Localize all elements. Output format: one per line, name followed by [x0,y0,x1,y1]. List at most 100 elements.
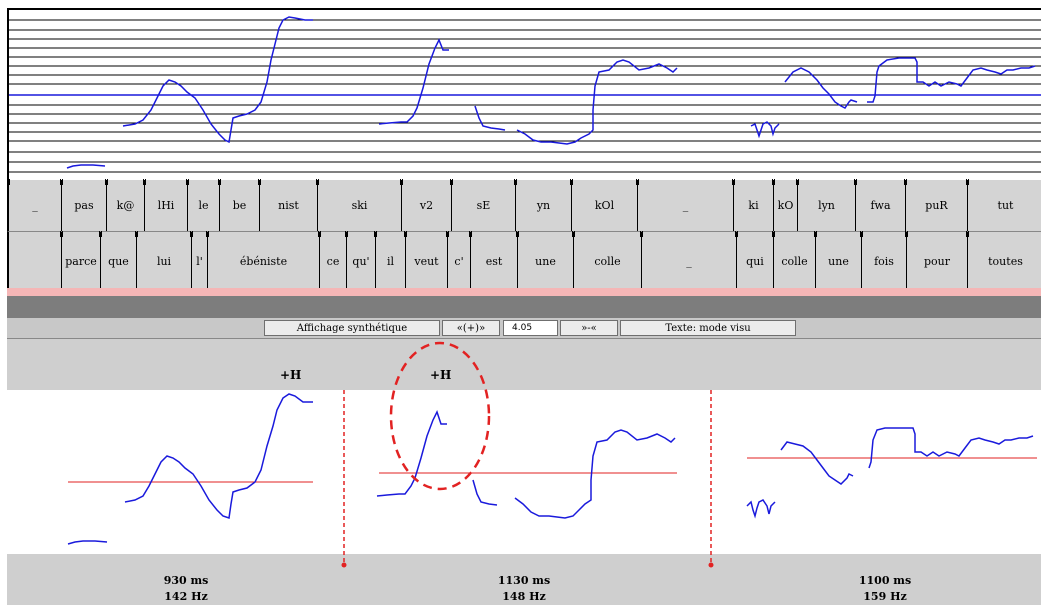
phoneme-label: fwa [870,199,891,212]
phoneme-segment[interactable]: be [218,179,259,231]
word-segment[interactable]: ce [318,231,346,288]
segment-duration: 1100 ms [858,574,912,587]
phoneme-segment[interactable]: puR [904,179,967,231]
segment-pitch: 142 Hz [164,590,208,603]
toolbar: Affichage synthétique «(+)» 4.05 »-« Tex… [7,318,1041,339]
selection-strip [7,288,1041,296]
word-segment[interactable]: parce [60,231,100,288]
word-label: ce [326,254,340,268]
segment-duration: 930 ms [163,574,209,587]
phoneme-label: yn [536,199,551,212]
phoneme-label: tut [997,199,1014,212]
word-segment[interactable]: est [469,231,517,288]
phoneme-label: puR [925,199,948,212]
word-label: est [485,254,503,268]
phoneme-segment[interactable]: nist [258,179,317,231]
phoneme-segment[interactable]: tut [966,179,1042,231]
word-label: fois [874,254,894,268]
word-label: lui [156,254,172,268]
word-segment[interactable]: colle [572,231,641,288]
phoneme-segment[interactable]: ki [732,179,773,231]
word-segment[interactable]: il [374,231,405,288]
phoneme-label: sE [476,199,491,212]
word-segment[interactable]: toutes [966,231,1042,288]
word-segment[interactable]: veut [404,231,447,288]
tone-label: +H [430,368,452,382]
word-segment[interactable]: une [516,231,573,288]
tone-label-band [7,339,1041,390]
word-segment[interactable]: lui [135,231,191,288]
word-label: _ [686,254,692,268]
word-label: une [828,254,849,268]
phoneme-segment[interactable]: lHi [143,179,187,231]
word-label: que [108,254,129,268]
segment-pitch: 159 Hz [863,590,907,603]
phoneme-label: _ [682,199,689,212]
word-label: qui [746,254,764,268]
word-label: colle [781,254,808,268]
horizontal-scrollbar[interactable] [7,296,1041,605]
word-segment[interactable]: ébéniste [206,231,319,288]
phoneme-segment[interactable]: kOl [570,179,637,231]
segment-stats-band: 930 ms 142 Hz 1130 ms 148 Hz 1100 ms 159… [7,554,1041,605]
phoneme-label: lyn [818,199,835,212]
word-label: il [386,254,395,268]
phoneme-segment[interactable]: fwa [854,179,905,231]
word-segment[interactable]: l' [190,231,207,288]
phoneme-segment[interactable]: kO [772,179,797,231]
phoneme-segment[interactable]: _ [636,179,733,231]
phoneme-segment[interactable]: sE [450,179,515,231]
phoneme-label: kO [777,199,794,212]
phoneme-label: ki [748,199,759,212]
word-label: qu' [352,254,370,268]
word-label: l' [196,254,203,268]
word-label: colle [594,254,621,268]
phoneme-segment[interactable]: yn [514,179,571,231]
pitch-contour-plot [9,16,1041,173]
zoom-field[interactable]: 4.05 [503,320,558,336]
phoneme-label: v2 [419,199,434,212]
word-segment[interactable]: colle [772,231,815,288]
segment-pitch: 148 Hz [502,590,546,603]
tone-label: +H [280,368,302,382]
phoneme-segment[interactable]: pas [60,179,106,231]
text-mode-button[interactable]: Texte: mode visu [620,320,796,336]
word-segment[interactable]: fois [860,231,906,288]
phoneme-tier: _ pas k@ lHi le be nist ski v2 sE yn kOl… [7,179,1042,232]
word-tier: parce que lui l' ébéniste ce qu' il veut… [7,231,1042,288]
word-segment[interactable]: pour [905,231,967,288]
phoneme-label: lHi [157,199,175,212]
phoneme-segment[interactable]: ski [316,179,401,231]
segment-duration: 1130 ms [497,574,551,587]
word-label: c' [454,254,464,268]
phoneme-label: le [198,199,209,212]
word-label: veut [414,254,439,268]
phoneme-label: ski [351,199,368,212]
word-segment[interactable]: que [99,231,136,288]
narrow-button[interactable]: »-« [560,320,618,336]
synthetic-contour-plot [67,393,1037,545]
widen-button[interactable]: «(+)» [442,320,500,336]
word-label: une [535,254,556,268]
word-label: parce [65,254,97,268]
pitch-contour-panel [7,8,1041,180]
word-segment[interactable]: qui [735,231,773,288]
phoneme-segment[interactable]: le [186,179,219,231]
display-mode-button[interactable]: Affichage synthétique [264,320,440,336]
word-label: pour [923,254,950,268]
phoneme-label: kOl [594,199,615,212]
phoneme-label: _ [32,199,38,212]
phoneme-segment[interactable]: v2 [400,179,451,231]
word-segment[interactable]: _ [640,231,736,288]
word-segment[interactable]: qu' [345,231,375,288]
word-segment[interactable]: une [814,231,861,288]
phoneme-segment[interactable]: k@ [105,179,144,231]
word-label: ébéniste [239,254,288,268]
phoneme-label: pas [74,199,94,212]
word-segment[interactable]: c' [446,231,470,288]
word-label: toutes [988,254,1023,268]
phoneme-segment[interactable]: _ [7,179,61,231]
phoneme-label: k@ [116,199,135,212]
phoneme-segment[interactable]: lyn [796,179,855,231]
